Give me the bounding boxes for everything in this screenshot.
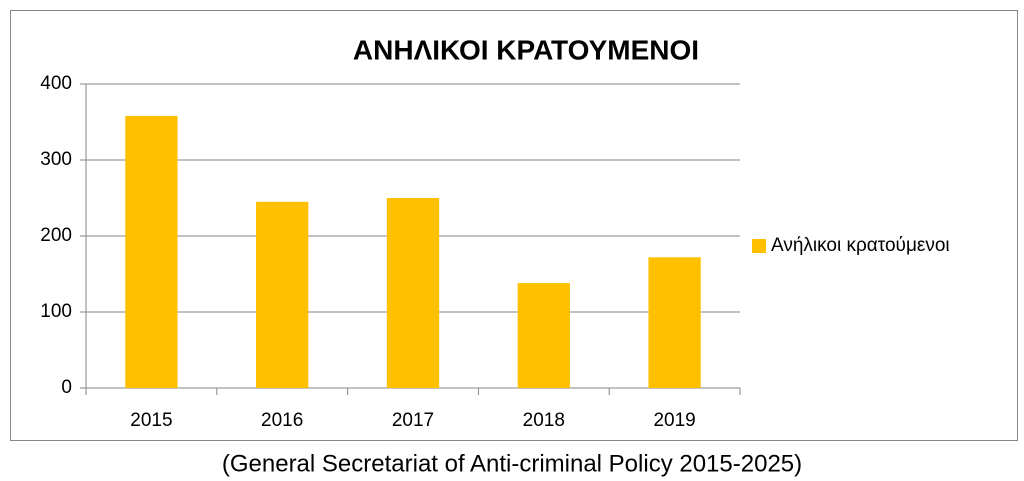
y-tick-label: 400 — [40, 73, 72, 94]
bar — [517, 283, 570, 388]
chart-title: ΑΝΗΛΙΚΟΙ ΚΡΑΤΟΥΜΕΝΟΙ — [353, 34, 699, 65]
x-tick-label: 2019 — [653, 410, 695, 431]
bar — [386, 198, 440, 388]
x-tick-label: 2016 — [261, 410, 303, 431]
x-tick-label: 2015 — [130, 410, 172, 431]
x-tick-label: 2017 — [392, 410, 434, 431]
bar — [125, 115, 178, 389]
y-tick-label: 300 — [40, 149, 72, 170]
x-tick-label: 2018 — [523, 410, 565, 431]
y-tick-label: 100 — [40, 301, 72, 322]
caption: (General Secretariat of Anti-criminal Po… — [222, 450, 802, 477]
y-tick-label: 200 — [40, 225, 72, 246]
legend-swatch — [752, 239, 766, 253]
bar — [256, 201, 309, 388]
legend-label: Ανήλικοι κρατούμενοι — [771, 235, 950, 256]
y-tick-label: 0 — [61, 377, 72, 398]
chart-border — [10, 10, 1018, 441]
bar — [648, 257, 701, 388]
